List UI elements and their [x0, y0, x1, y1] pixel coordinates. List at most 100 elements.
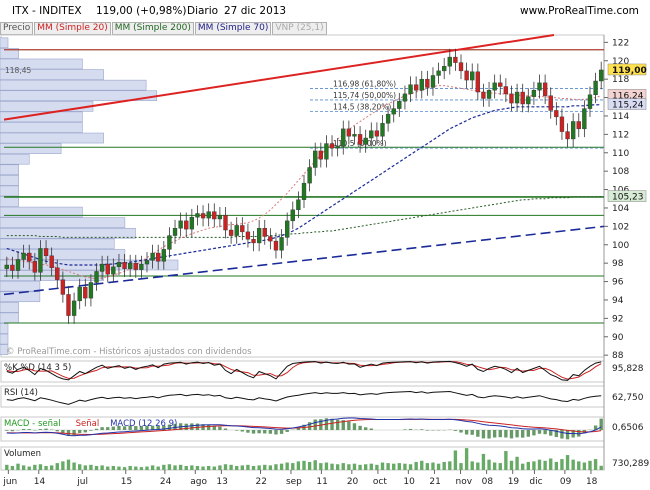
volume-bar [223, 464, 228, 470]
volume-bar [78, 464, 82, 470]
candle-body [296, 199, 301, 210]
volume-bar [240, 465, 244, 470]
volume-profile-bar [0, 48, 19, 59]
candle-body [526, 96, 531, 105]
macd-histogram-bar [27, 429, 31, 430]
candle-body [150, 252, 155, 261]
candle-body [144, 260, 150, 265]
macd-value: 0,6506 [612, 423, 644, 433]
stochastic-value: 95,828 [612, 364, 644, 374]
macd-histogram-bar [167, 424, 172, 430]
volume-bar [190, 465, 194, 470]
volume-profile-bar [0, 323, 9, 334]
macd-histogram-bar [78, 430, 82, 433]
x-tick-label: 15 [121, 477, 132, 487]
macd-histogram-bar [296, 427, 301, 430]
volume-bar [206, 465, 211, 470]
volume-bar [504, 451, 508, 470]
candle-body [453, 56, 458, 63]
x-tick-label: 11 [316, 477, 327, 487]
candle-body [486, 89, 492, 99]
macd-histogram-bar [274, 430, 278, 435]
macd-histogram-bar [476, 430, 480, 437]
candle-body [268, 236, 273, 242]
volume-bar [134, 466, 138, 470]
candle-body [99, 263, 105, 272]
volume-bar [386, 463, 390, 470]
macd-histogram-bar [347, 421, 351, 430]
rsi-value: 62,750 [612, 393, 644, 403]
volume-bar [94, 465, 99, 470]
candle-body [43, 248, 49, 257]
x-tick-label: 08 [482, 477, 494, 487]
fibonacci-label: 114,5 (38,20%) [333, 102, 391, 111]
candle-body [223, 215, 228, 231]
volume-bar [122, 467, 127, 470]
volume-bar [319, 463, 323, 470]
volume-bar [532, 461, 536, 470]
price-tick-label: 94 [612, 296, 624, 306]
candle-body [200, 213, 206, 219]
volume-bar [10, 465, 15, 470]
price-label: 116,24 [612, 91, 644, 101]
volume-bar [352, 463, 357, 470]
volume-bar [375, 464, 379, 470]
volume-bar [173, 465, 177, 470]
candle-body [88, 282, 94, 299]
volume-profile-bar [0, 185, 19, 197]
macd-histogram-bar [532, 430, 536, 436]
candle-body [329, 143, 335, 149]
candle-body [122, 262, 127, 269]
volume-bar [554, 461, 559, 470]
volume-profile-bar [0, 249, 126, 260]
x-tick-label: nov [456, 477, 473, 487]
volume-bar [392, 463, 396, 470]
macd-histogram-bar [543, 430, 547, 435]
x-tick-label: 13 [216, 477, 227, 487]
volume-bar [139, 467, 144, 470]
price-tick-label: 118 [612, 75, 629, 85]
candle-body [128, 262, 133, 269]
macd-histogram-bar [156, 425, 160, 430]
volume-profile-bar [0, 122, 83, 133]
macd-histogram-bar [134, 426, 138, 430]
macd-histogram-bar [206, 424, 211, 430]
candle-body [212, 211, 217, 220]
macd-histogram-bar [459, 430, 463, 433]
volume-bar [49, 465, 54, 470]
macd-histogram-bar [150, 425, 155, 430]
macd-histogram-bar [235, 430, 239, 431]
volume-bar [537, 459, 542, 470]
price-label: 119,00 [612, 66, 647, 76]
fibonacci-label: 116,98 (61,80%) [333, 80, 396, 89]
x-tick-label: oct [373, 477, 387, 487]
volume-bar [21, 465, 26, 470]
price-tick-label: 90 [612, 333, 624, 343]
macd-histogram-bar [313, 419, 317, 430]
volume-bar [106, 466, 110, 470]
candle-body [234, 225, 239, 236]
volume-bar [251, 465, 256, 470]
price-tick-label: 98 [612, 259, 624, 269]
macd-histogram-bar [549, 430, 553, 436]
candle-body [273, 240, 279, 251]
volume-profile-bar [0, 312, 19, 324]
volume-bar [117, 466, 121, 470]
volume-profile-bar [0, 280, 41, 292]
candle-body [301, 182, 307, 200]
candle-body [503, 86, 509, 95]
volume-bar [201, 466, 205, 470]
candle-body [49, 255, 54, 268]
volume-bar [403, 463, 407, 470]
macd-histogram-bar [263, 430, 267, 434]
candle-body [430, 75, 436, 88]
volume-bar [431, 462, 435, 470]
macd-histogram-bar [560, 430, 564, 439]
macd-histogram-bar [593, 425, 598, 430]
macd-histogram-bar [369, 428, 373, 430]
candle-body [514, 91, 520, 104]
stochastic-k-line [6, 360, 602, 381]
volume-bar [459, 463, 463, 470]
macd-histogram-bar [173, 423, 177, 430]
